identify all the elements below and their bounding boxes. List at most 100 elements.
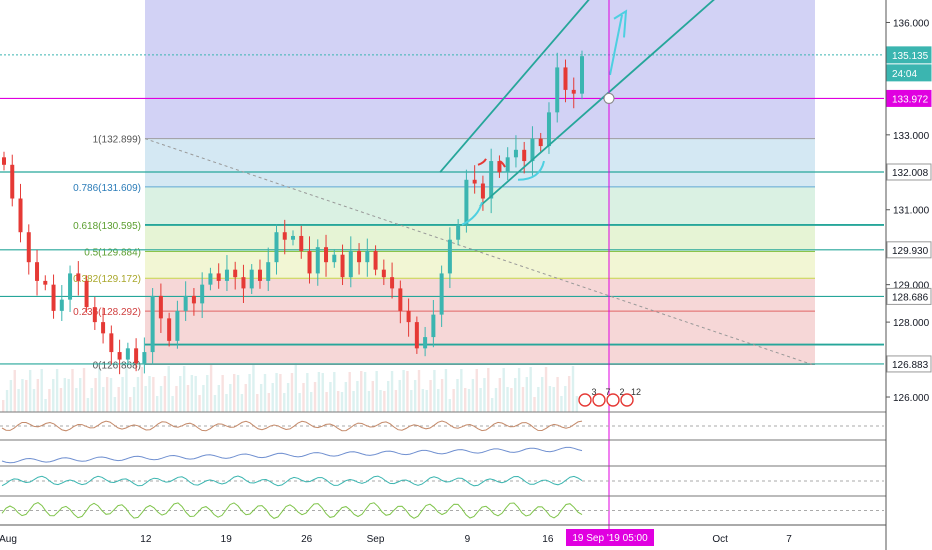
volume-bar xyxy=(252,364,255,412)
candle-body xyxy=(282,232,287,240)
volume-bar xyxy=(17,389,20,412)
volume-bar xyxy=(13,370,16,412)
event-badge[interactable] xyxy=(606,393,620,407)
candle-body xyxy=(117,352,122,360)
candle-body xyxy=(208,273,213,285)
volume-bar xyxy=(437,389,440,412)
channel-upper xyxy=(439,0,590,173)
volume-bar xyxy=(456,379,459,412)
volume-bar xyxy=(325,392,328,412)
candle-body xyxy=(134,348,139,364)
volume-bar xyxy=(32,389,36,412)
candle-body xyxy=(109,333,114,353)
volume-bar xyxy=(240,394,244,412)
volume-bar xyxy=(406,371,409,412)
candle-body xyxy=(10,164,15,199)
price-tick-label: 129.000 xyxy=(893,281,930,292)
candle-body xyxy=(431,314,436,338)
time-label: 7 xyxy=(786,534,792,545)
volume-bar xyxy=(379,390,382,412)
event-badge[interactable] xyxy=(578,393,592,407)
volume-bar xyxy=(194,376,197,412)
volume-bar xyxy=(448,399,451,412)
channel-lower xyxy=(479,0,715,207)
volume-bar xyxy=(356,381,359,412)
volume-bar xyxy=(421,389,425,412)
price-axis-bg xyxy=(886,0,932,550)
price-tag-1[interactable] xyxy=(886,64,932,82)
candle-body xyxy=(2,157,6,165)
candle-body xyxy=(464,179,469,225)
volume-bar xyxy=(298,393,301,412)
volume-bar xyxy=(321,373,324,412)
candle-body xyxy=(175,310,180,341)
volume-bar xyxy=(190,375,194,412)
candle-body xyxy=(291,235,295,240)
price-tag-5[interactable] xyxy=(886,287,932,305)
price-tag-label-2: 133.972 xyxy=(892,94,929,105)
volume-bar xyxy=(444,369,448,412)
projection-arrow xyxy=(609,9,628,76)
volume-bar xyxy=(479,388,482,412)
candle-body xyxy=(249,269,254,289)
volume-bar xyxy=(156,396,159,412)
cursor-time-tag[interactable] xyxy=(566,529,654,546)
volume-bar xyxy=(410,390,413,412)
candle-body xyxy=(51,284,56,311)
candle-body xyxy=(406,310,411,323)
candle-body xyxy=(200,284,205,304)
price-tag-2[interactable] xyxy=(886,89,932,107)
volume-bar xyxy=(71,369,74,412)
candle-body xyxy=(332,254,337,263)
candle-body xyxy=(125,348,130,360)
candle-body xyxy=(158,295,163,319)
volume-bar xyxy=(248,374,251,412)
price-tag-label-3: 132.008 xyxy=(892,168,929,179)
volume-bar xyxy=(310,392,313,412)
volume-bar xyxy=(48,389,51,412)
volume-bar xyxy=(94,378,97,412)
volume-bar xyxy=(502,368,505,412)
cursor-point[interactable] xyxy=(603,92,615,104)
volume-bar xyxy=(375,371,378,412)
volume-bar xyxy=(440,379,444,412)
volume-bar xyxy=(552,387,555,412)
price-tag-0[interactable] xyxy=(886,46,932,64)
volume-bar xyxy=(425,390,428,412)
candle-body xyxy=(183,295,188,311)
volume-bar xyxy=(567,376,571,412)
fib-zone-5 xyxy=(145,311,815,365)
price-tick-label: 133.000 xyxy=(893,131,930,142)
volume-bar xyxy=(59,388,63,412)
candle-body xyxy=(191,295,196,304)
candle-body xyxy=(18,198,23,233)
volume-bar xyxy=(275,373,278,412)
price-tag-label-0: 135.135 xyxy=(892,51,929,62)
event-badge[interactable] xyxy=(592,393,606,407)
volume-bar xyxy=(105,377,109,412)
candle-body xyxy=(571,89,576,94)
price-tag-3[interactable] xyxy=(886,163,932,181)
volume-bar xyxy=(117,387,120,412)
event-badge[interactable] xyxy=(620,393,634,407)
volume-bar xyxy=(498,378,502,412)
fib-label-0: 1(132.899) xyxy=(93,135,141,146)
candle-body xyxy=(497,161,502,173)
candle-body xyxy=(307,250,312,274)
volume-bar xyxy=(233,374,236,412)
volume-bar xyxy=(348,372,351,412)
volume-bar xyxy=(387,381,390,412)
volume-bar xyxy=(175,386,178,412)
fib-zone-4 xyxy=(145,278,815,312)
price-tag-6[interactable] xyxy=(886,355,932,373)
fib-label-4: 0.382(129.172) xyxy=(73,274,141,285)
candle-body xyxy=(257,269,262,281)
volume-bar xyxy=(471,379,475,412)
time-label: 12 xyxy=(140,534,152,545)
price-tag-label-6: 126.883 xyxy=(892,360,929,371)
volume-bar xyxy=(82,368,86,412)
price-tag-4[interactable] xyxy=(886,241,932,259)
time-label: 9 xyxy=(465,534,471,545)
oscillator-line-2 xyxy=(1,446,583,464)
